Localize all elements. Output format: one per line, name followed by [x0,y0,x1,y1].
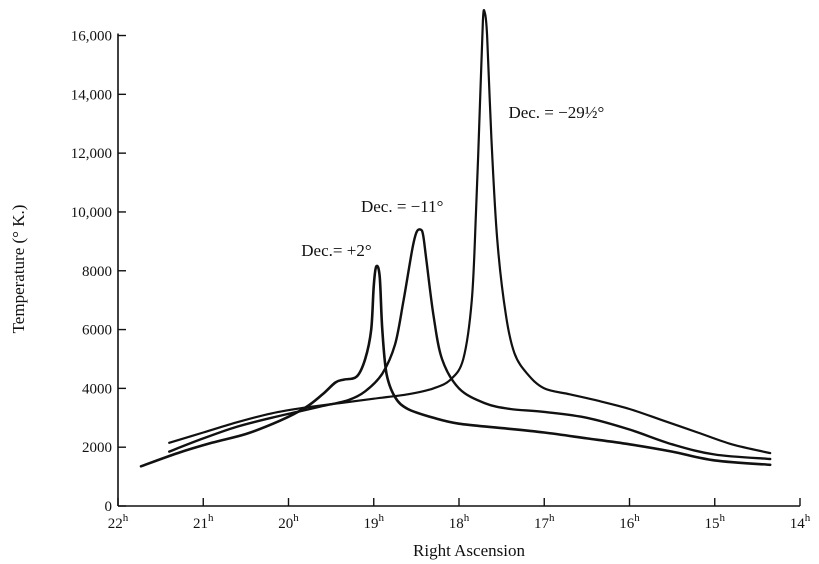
series-line-1 [139,264,772,468]
x-axis-title: Right Ascension [413,541,525,560]
x-tick-label-unit: h [293,512,299,524]
x-tick-label: 19h [364,512,385,532]
y-tick-label: 0 [105,499,113,515]
x-tick-label: 16h [619,512,640,532]
curve-label-1: Dec.= +2° [301,241,371,260]
x-axis: 22h 21h 20h 19h 18h 17h 16h 15h 14h [108,498,811,532]
x-tick-label: 21h [193,512,214,532]
x-tick-label-number: 17 [534,516,550,532]
x-tick-label-unit: h [720,512,726,524]
x-tick-label: 22h [108,512,129,532]
x-tick-label-unit: h [464,512,470,524]
y-tick-label: 8000 [82,264,112,280]
y-tick-label: 10,000 [71,205,112,221]
y-tick-label: 14,000 [71,87,112,103]
x-tick-label-unit: h [805,512,811,524]
x-tick-label-unit: h [379,512,385,524]
x-tick-label-number: 16 [619,516,635,532]
x-tick-label-number: 19 [364,516,379,532]
y-tick-label: 4000 [82,381,112,397]
x-tick-label: 17h [534,512,555,532]
y-tick-label: 6000 [82,323,112,339]
x-tick-label-number: 18 [449,516,464,532]
series-layer [139,8,772,468]
x-tick-label-unit: h [123,512,129,524]
x-tick-label-unit: h [549,512,555,524]
series-line-3 [168,8,772,455]
y-tick-label: 2000 [82,440,112,456]
x-tick-label: 15h [705,512,726,532]
x-tick-label-number: 20 [278,516,293,532]
x-tick-label-number: 15 [705,516,720,532]
series-line-2 [168,228,772,461]
x-tick-label-unit: h [208,512,214,524]
annotation-layer: Dec.= +2° Dec. = −11° Dec. = −29½° [301,103,604,260]
curve-label-3: Dec. = −29½° [508,103,604,122]
x-tick-label-number: 22 [108,516,123,532]
y-axis: 0 2000 4000 6000 8000 10,000 12,000 14,000 16,00… [71,29,126,515]
x-tick-label-number: 21 [193,516,208,532]
y-tick-label: 12,000 [71,146,112,162]
y-axis-title: Temperature (° K.) [9,205,28,334]
x-tick-label: 20h [278,512,299,532]
y-tick-label: 16,000 [71,29,112,45]
curve-label-2: Dec. = −11° [361,197,443,216]
x-tick-label-unit: h [634,512,640,524]
x-tick-label: 18h [449,512,470,532]
x-tick-label: 14h [790,512,811,532]
x-tick-label-number: 14 [790,516,806,532]
